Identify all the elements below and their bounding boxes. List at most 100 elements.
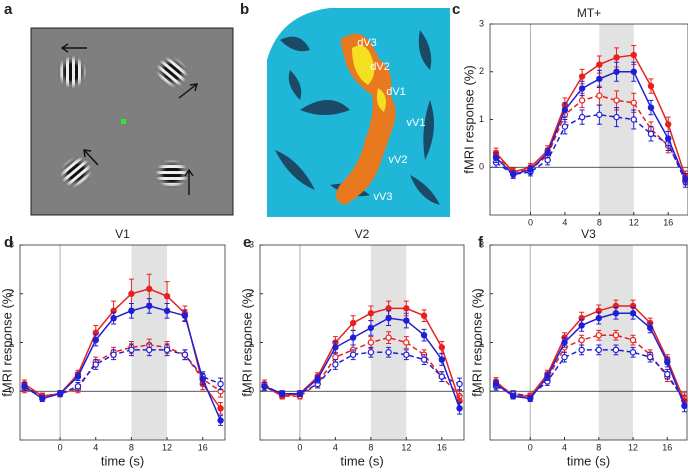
area-label: dV3: [357, 37, 377, 49]
series-line: [495, 349, 686, 402]
plot-frame: [259, 244, 465, 441]
y-tick-label: 0: [249, 386, 254, 396]
data-point: [544, 156, 551, 164]
data-point: [39, 395, 46, 402]
y-tick-label: 2: [479, 288, 484, 298]
data-point: [630, 116, 637, 123]
data-point: [217, 380, 224, 388]
data-point: [527, 395, 534, 402]
x-tick-label: 4: [333, 442, 338, 452]
data-point: [561, 339, 568, 346]
data-point: [456, 380, 463, 388]
data-point: [612, 331, 620, 339]
x-tick-label: 8: [596, 442, 601, 452]
data-point: [332, 361, 339, 368]
y-tick-label: 1: [249, 337, 254, 347]
panel-letter: e: [243, 234, 251, 251]
y-tick-label: 3: [249, 239, 254, 249]
data-point: [596, 92, 603, 99]
x-tick-label: 12: [401, 442, 411, 452]
data-point: [596, 75, 603, 83]
x-tick-label: 12: [628, 442, 638, 452]
data-point: [510, 171, 517, 178]
data-point: [217, 405, 224, 412]
data-point: [367, 310, 375, 317]
series-line: [264, 307, 461, 402]
series-line: [495, 71, 687, 180]
x-tick-label: 8: [368, 442, 373, 452]
data-point: [163, 346, 171, 354]
y-tick-label: 1: [479, 114, 484, 124]
data-point: [561, 106, 569, 114]
data-point: [181, 351, 189, 358]
area-label: dV1: [386, 86, 406, 98]
series-line: [24, 349, 221, 397]
area-label: vV3: [374, 191, 393, 203]
panel-letter: c: [452, 1, 460, 18]
data-point: [128, 346, 135, 354]
y-tick-label: 0: [479, 162, 484, 172]
data-point: [420, 331, 428, 339]
panel-letter: b: [240, 1, 249, 18]
data-point: [456, 405, 463, 412]
data-point: [681, 402, 688, 410]
data-point: [612, 310, 620, 317]
data-point: [403, 305, 410, 312]
x-tick-label: 16: [663, 217, 673, 227]
data-point: [403, 339, 410, 346]
data-point: [349, 351, 357, 358]
data-point: [492, 380, 500, 388]
data-point: [595, 314, 602, 322]
data-point: [561, 353, 568, 361]
y-axis-label: fMRI response (%): [0, 288, 14, 396]
data-point: [163, 307, 171, 315]
data-point: [595, 346, 602, 354]
x-tick-label: 16: [198, 442, 208, 452]
data-point: [596, 61, 603, 68]
panel-letter: f: [478, 234, 484, 251]
x-tick-label: 12: [162, 442, 172, 452]
y-axis-label: fMRI response (%): [461, 65, 476, 173]
data-point: [146, 346, 153, 354]
x-tick-label: 16: [662, 442, 672, 452]
y-tick-label: 2: [249, 288, 254, 298]
data-point: [146, 285, 153, 293]
data-point: [199, 375, 206, 383]
data-point: [21, 383, 28, 390]
data-point: [181, 312, 189, 319]
series-line: [495, 334, 686, 400]
data-point: [278, 390, 286, 397]
x-tick-label: 8: [597, 217, 602, 227]
data-point: [56, 390, 64, 397]
data-point: [128, 290, 135, 297]
data-point: [664, 370, 671, 378]
data-point: [630, 51, 637, 59]
data-point: [146, 302, 153, 310]
chart-title: V2: [355, 227, 370, 241]
series-line: [495, 94, 687, 178]
series-line: [24, 288, 222, 409]
area-label: vV2: [389, 154, 408, 166]
data-point: [217, 417, 224, 424]
data-point: [261, 383, 268, 390]
y-axis-label: fMRI response (%): [239, 288, 254, 396]
y-tick-label: 1: [479, 337, 484, 347]
brain-map: [267, 8, 450, 217]
data-point: [163, 292, 171, 300]
data-point: [578, 85, 586, 92]
data-point: [527, 166, 534, 173]
x-tick-label: 16: [437, 442, 447, 452]
data-point: [647, 130, 655, 138]
chart-title: MT+: [577, 6, 601, 20]
data-point: [492, 154, 500, 161]
data-point: [110, 351, 117, 358]
chart-title: V1: [115, 227, 130, 241]
data-point: [665, 121, 672, 128]
data-point: [367, 324, 375, 332]
data-point: [613, 97, 620, 104]
data-point: [385, 334, 392, 341]
x-tick-label: 12: [629, 217, 639, 227]
data-point: [367, 339, 375, 346]
